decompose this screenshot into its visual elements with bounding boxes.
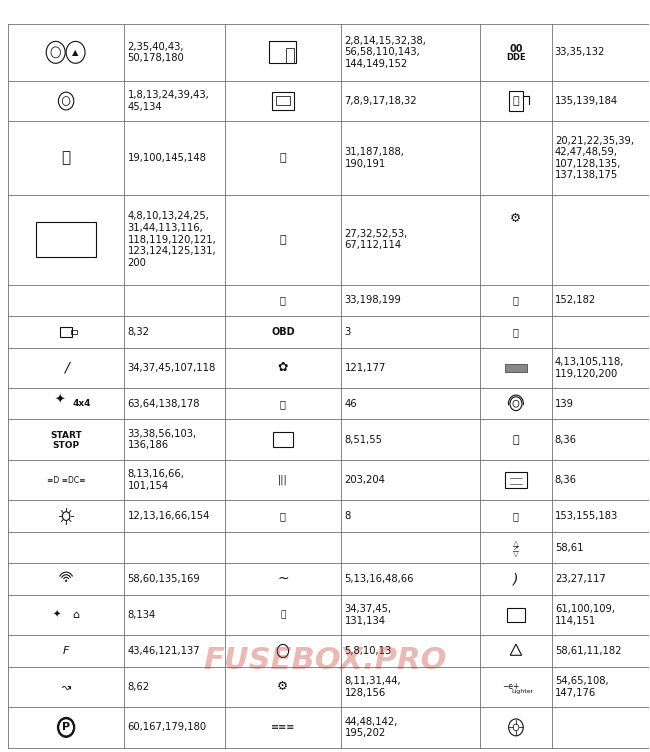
Text: 61,100,109,
114,151: 61,100,109, 114,151 <box>554 604 615 626</box>
Text: 8,11,31,44,
128,156: 8,11,31,44, 128,156 <box>344 676 401 698</box>
Text: 19,100,145,148: 19,100,145,148 <box>127 153 207 163</box>
Text: Lighter: Lighter <box>512 689 534 694</box>
Text: 63,64,138,178: 63,64,138,178 <box>127 399 200 409</box>
Text: 12,13,16,66,154: 12,13,16,66,154 <box>127 511 210 521</box>
Text: 2,8,14,15,32,38,
56,58,110,143,
144,149,152: 2,8,14,15,32,38, 56,58,110,143, 144,149,… <box>344 36 426 69</box>
Text: 2,35,40,43,
50,178,180: 2,35,40,43, 50,178,180 <box>127 41 185 63</box>
Bar <box>273 432 292 447</box>
Text: 7,8,9,17,18,32: 7,8,9,17,18,32 <box>344 96 417 106</box>
Text: 1,8,13,24,39,43,
45,134: 1,8,13,24,39,43, 45,134 <box>127 90 209 112</box>
Text: 8,62: 8,62 <box>127 682 150 692</box>
Text: 🧑: 🧑 <box>513 327 519 337</box>
Text: 00: 00 <box>509 44 523 53</box>
Text: 58,60,135,169: 58,60,135,169 <box>127 574 200 584</box>
Text: P: P <box>62 723 70 732</box>
Bar <box>60 326 72 337</box>
Text: 31,187,188,
190,191: 31,187,188, 190,191 <box>344 147 404 168</box>
Text: ~: ~ <box>277 572 289 586</box>
Text: OBD: OBD <box>271 327 294 337</box>
Text: 5,8,10,13: 5,8,10,13 <box>344 646 392 656</box>
Text: 📡: 📡 <box>280 511 286 521</box>
Text: 🪑: 🪑 <box>280 235 286 244</box>
Text: 8,32: 8,32 <box>127 327 150 337</box>
Bar <box>505 472 526 489</box>
Bar <box>272 92 294 110</box>
Text: 8,13,16,66,
101,154: 8,13,16,66, 101,154 <box>127 469 185 491</box>
Text: 139: 139 <box>554 399 574 409</box>
Text: 🚗: 🚗 <box>280 611 285 620</box>
Text: 60,167,179,180: 60,167,179,180 <box>127 723 207 732</box>
Text: 44,48,142,
195,202: 44,48,142, 195,202 <box>344 717 398 738</box>
Text: 🚗: 🚗 <box>513 511 519 521</box>
Text: 153,155,183: 153,155,183 <box>554 511 618 521</box>
Text: 8,134: 8,134 <box>127 610 156 620</box>
Text: 🧑: 🧑 <box>280 399 286 409</box>
Text: 43,46,121,137: 43,46,121,137 <box>127 646 200 656</box>
Text: 203,204: 203,204 <box>344 475 385 485</box>
Text: ⚙: ⚙ <box>278 681 289 693</box>
Text: ≡D ≡DC≡: ≡D ≡DC≡ <box>47 476 85 484</box>
Text: 4,13,105,118,
119,120,200: 4,13,105,118, 119,120,200 <box>554 357 624 378</box>
Text: ✿: ✿ <box>278 361 288 374</box>
Bar <box>269 41 296 63</box>
Text: 54,65,108,
147,176: 54,65,108, 147,176 <box>554 676 608 698</box>
Text: START: START <box>50 432 82 441</box>
Text: ▽: ▽ <box>513 549 519 558</box>
Text: FUSEBOX.PRO: FUSEBOX.PRO <box>203 646 447 675</box>
Text: DDE: DDE <box>506 53 526 62</box>
Bar <box>72 330 77 334</box>
Text: 🔋: 🔋 <box>513 96 519 106</box>
Text: 20,21,22,35,39,
42,47,48,59,
107,128,135,
137,138,175: 20,21,22,35,39, 42,47,48,59, 107,128,135… <box>554 135 634 180</box>
Bar <box>509 91 523 111</box>
Text: 8,36: 8,36 <box>554 435 577 444</box>
Bar <box>276 96 291 105</box>
Text: 34,37,45,107,118: 34,37,45,107,118 <box>127 362 216 373</box>
Text: ⛵: ⛵ <box>513 435 519 444</box>
Text: /: / <box>64 361 68 374</box>
Text: ↝: ↝ <box>61 682 71 692</box>
Text: 3: 3 <box>344 327 350 337</box>
Text: 8,36: 8,36 <box>554 475 577 485</box>
Text: 33,38,56,103,
136,186: 33,38,56,103, 136,186 <box>127 429 197 450</box>
Text: 🪑: 🪑 <box>280 153 286 163</box>
Text: △: △ <box>513 538 519 547</box>
Text: −e+: −e+ <box>502 682 519 691</box>
Bar <box>507 608 525 622</box>
Text: 152,182: 152,182 <box>554 296 596 305</box>
Text: ): ) <box>514 572 519 586</box>
Text: 23,27,117: 23,27,117 <box>554 574 606 584</box>
Text: ⚙: ⚙ <box>510 212 521 225</box>
Text: ≡≡≡: ≡≡≡ <box>271 723 295 732</box>
Text: 121,177: 121,177 <box>344 362 386 373</box>
Text: ↗: ↗ <box>513 544 519 550</box>
Bar <box>36 223 96 257</box>
Text: 🧑: 🧑 <box>280 296 286 305</box>
Circle shape <box>66 580 67 581</box>
Text: ⌂: ⌂ <box>72 610 79 620</box>
Bar <box>285 48 294 63</box>
Text: STOP: STOP <box>53 441 80 450</box>
Text: 58,61: 58,61 <box>554 543 583 553</box>
Text: |||: ||| <box>278 475 288 485</box>
Text: 58,61,11,182: 58,61,11,182 <box>554 646 621 656</box>
Text: 34,37,45,
131,134: 34,37,45, 131,134 <box>344 604 391 626</box>
Text: ⌒: ⌒ <box>62 150 71 165</box>
Bar <box>505 364 526 371</box>
Text: 8,51,55: 8,51,55 <box>344 435 382 444</box>
Text: ▲: ▲ <box>72 48 79 57</box>
Text: ✦: ✦ <box>53 610 60 620</box>
Text: 135,139,184: 135,139,184 <box>554 96 618 106</box>
Text: 4x4: 4x4 <box>73 399 92 408</box>
Text: 5,13,16,48,66: 5,13,16,48,66 <box>344 574 414 584</box>
Text: F: F <box>63 646 70 656</box>
Text: 8: 8 <box>344 511 350 521</box>
Text: 4,8,10,13,24,25,
31,44,113,116,
118,119,120,121,
123,124,125,131,
200: 4,8,10,13,24,25, 31,44,113,116, 118,119,… <box>127 211 216 268</box>
Text: 33,35,132: 33,35,132 <box>554 47 605 57</box>
Text: 33,198,199: 33,198,199 <box>344 296 401 305</box>
Text: 46: 46 <box>344 399 357 409</box>
Text: 27,32,52,53,
67,112,114: 27,32,52,53, 67,112,114 <box>344 229 408 250</box>
Text: 🚗: 🚗 <box>513 296 519 305</box>
Text: ✦: ✦ <box>55 393 65 407</box>
